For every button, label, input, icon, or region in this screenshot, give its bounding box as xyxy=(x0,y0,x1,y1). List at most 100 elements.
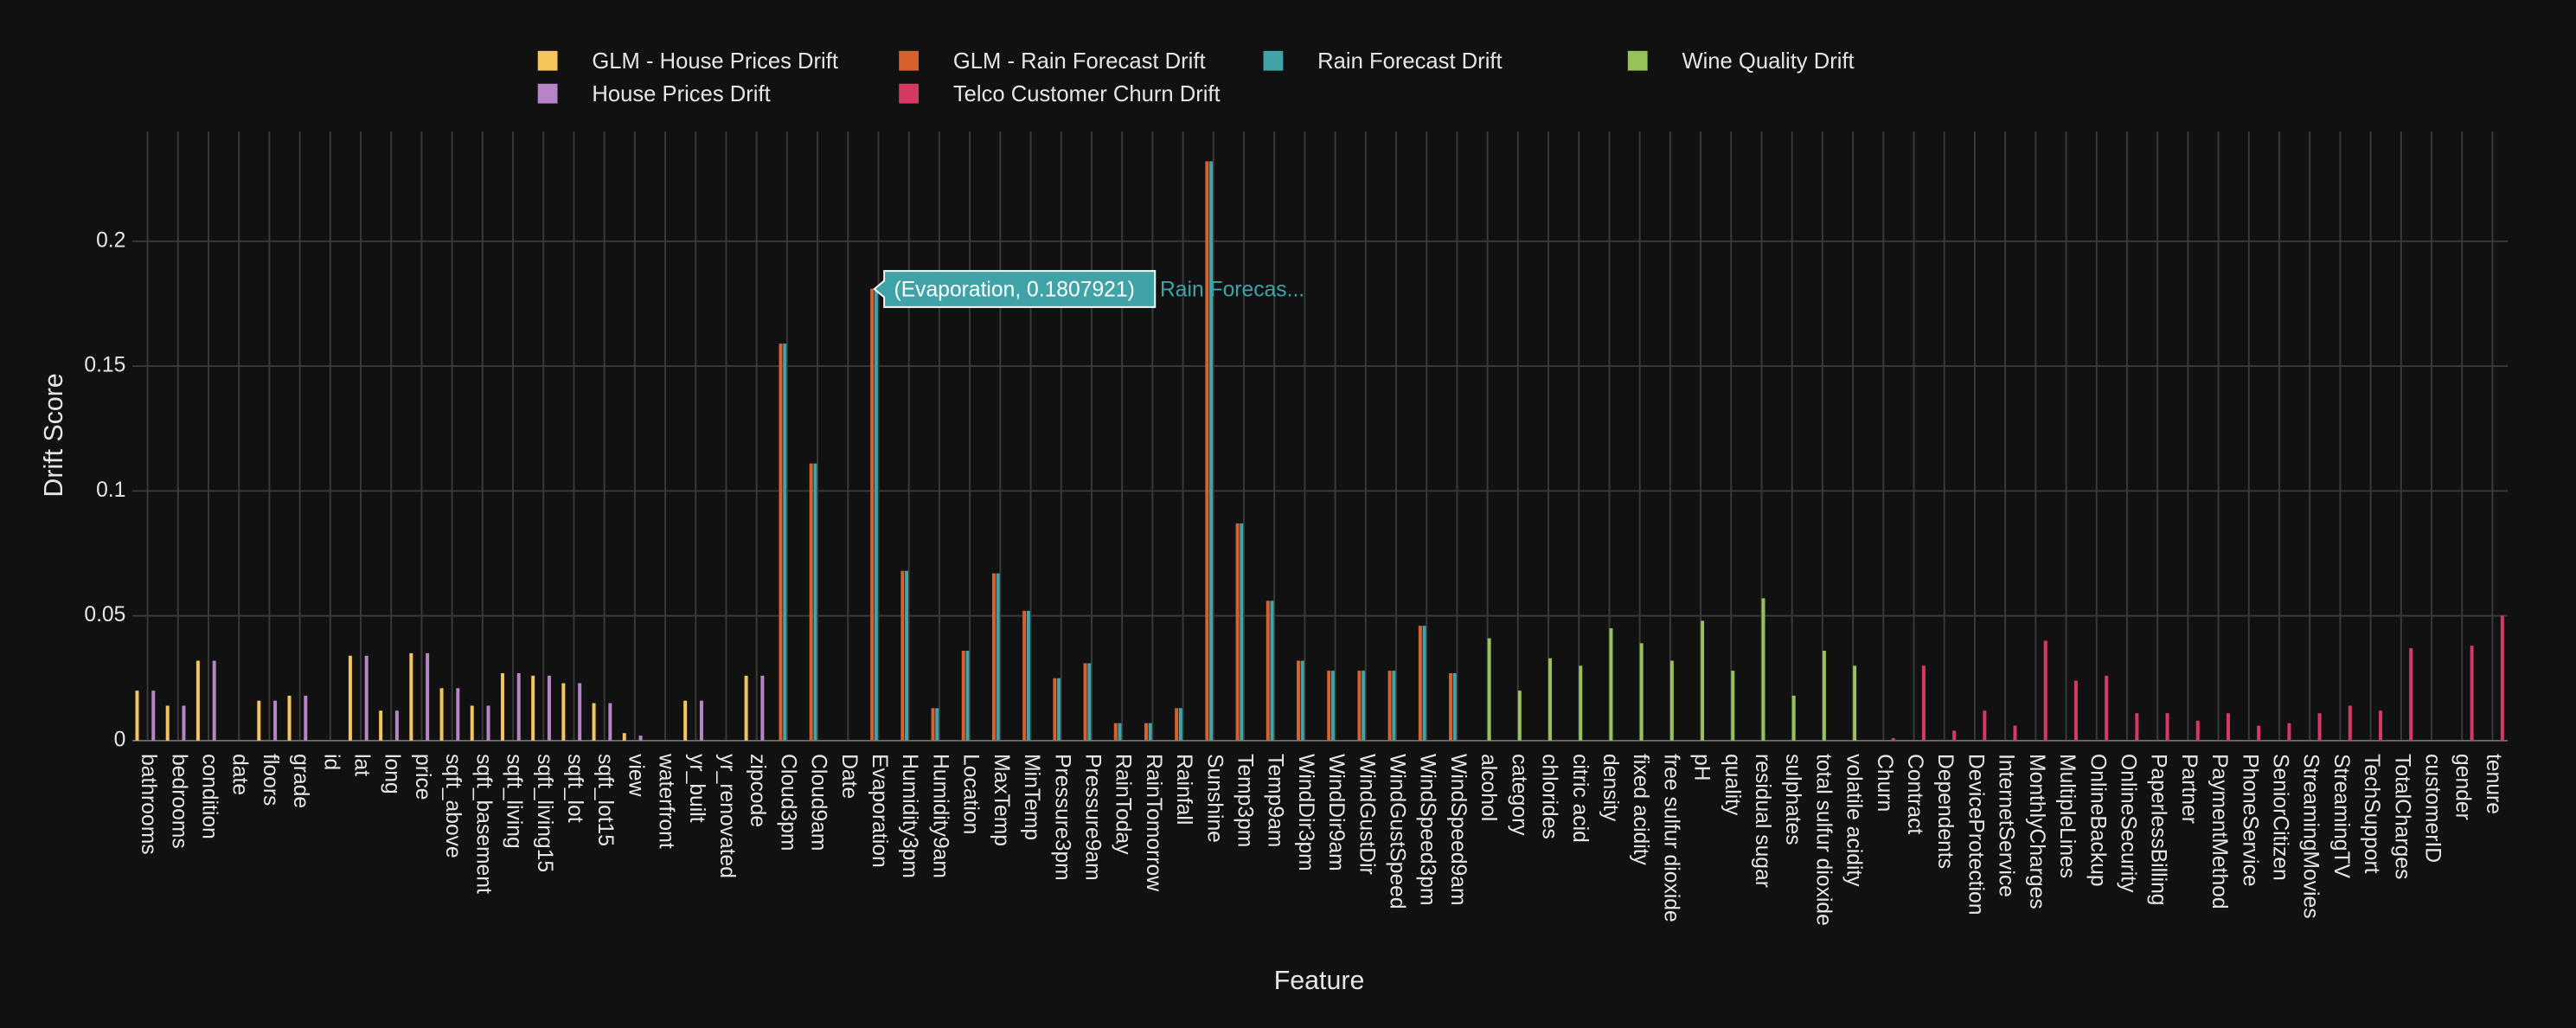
x-tick-label: grade xyxy=(289,754,312,808)
bar xyxy=(1639,643,1644,741)
bar xyxy=(1853,665,1857,741)
bar xyxy=(394,710,399,741)
x-tick-label: alcohol xyxy=(1477,754,1500,821)
x-tick-label: Temp3pm xyxy=(1233,754,1256,847)
bar xyxy=(561,683,566,741)
x-tick-label: WindDir3pm xyxy=(1294,754,1317,871)
x-tick-label: gender xyxy=(2451,754,2475,820)
x-tick-label: Date xyxy=(837,754,861,799)
x-tick-label: InternetService xyxy=(1995,754,2018,897)
bar xyxy=(439,688,444,741)
x-tick-label: condition xyxy=(197,754,221,839)
bar xyxy=(900,570,905,741)
bar xyxy=(1392,671,1396,741)
x-tick-label: RainTomorrow xyxy=(1142,754,1165,891)
x-tick-label: sqft_living xyxy=(503,754,526,849)
bar xyxy=(2500,615,2504,741)
tooltip-series: Rain Forecas... xyxy=(1160,278,1304,301)
bar xyxy=(379,710,383,741)
x-tick-label: bedrooms xyxy=(167,754,190,849)
y-tick-label: 0.15 xyxy=(84,354,125,377)
x-tick-label: Churn xyxy=(1873,754,1896,812)
bar xyxy=(1330,671,1335,741)
x-tick-label: sulphates xyxy=(1781,754,1804,845)
x-tick-label: SeniorCitizen xyxy=(2268,754,2291,881)
x-tick-label: MaxTemp xyxy=(990,754,1013,846)
x-tick-label: Temp9am xyxy=(1264,754,1287,847)
x-tick-label: zipcode xyxy=(746,754,769,827)
legend-swatch xyxy=(899,83,920,104)
bar xyxy=(699,700,703,741)
x-tick-label: waterfront xyxy=(655,753,678,849)
x-tick-label: Pressure3pm xyxy=(1050,754,1073,881)
bar xyxy=(783,344,787,741)
bar xyxy=(683,700,688,741)
x-tick-label: WindSpeed3pm xyxy=(1416,754,1439,905)
labels: bathrooms bedrooms condition date floors grad… xyxy=(84,228,2505,926)
bar xyxy=(2470,646,2474,741)
bar xyxy=(1113,723,1118,741)
bar xyxy=(2105,675,2109,741)
y-axis-title: Drift Score xyxy=(40,373,68,497)
bar xyxy=(905,570,909,741)
bar xyxy=(1057,678,1061,741)
bar xyxy=(622,733,626,741)
bar xyxy=(456,688,460,741)
x-tick-label: sqft_living15 xyxy=(533,754,556,872)
bar xyxy=(1548,658,1553,741)
x-tick-label: WindGustSpeed xyxy=(1386,754,1409,909)
x-tick-label: volatile acidity xyxy=(1842,754,1866,887)
bar xyxy=(1422,626,1426,741)
x-tick-label: Dependents xyxy=(1933,754,1957,869)
bar xyxy=(2043,640,2047,741)
y-tick-label: 0 xyxy=(114,728,126,751)
x-tick-label: citric acid xyxy=(1568,754,1592,843)
bar xyxy=(165,705,170,741)
legend-swatch xyxy=(1627,50,1648,71)
bar xyxy=(1327,671,1331,741)
y-tick-label: 0.05 xyxy=(84,603,125,626)
x-tick-label: MultipleLines xyxy=(2055,754,2079,878)
bar xyxy=(1609,628,1613,741)
x-tick-label: Humidity3pm xyxy=(898,754,921,878)
x-tick-label: StreamingTV xyxy=(2329,754,2353,878)
bar xyxy=(1579,665,1583,741)
x-tick-label: WindDir9am xyxy=(1324,754,1348,871)
bar xyxy=(1297,660,1301,741)
x-tick-label: id xyxy=(319,754,343,770)
bar xyxy=(364,655,368,741)
bar xyxy=(1148,723,1152,741)
bar xyxy=(257,700,261,741)
bar xyxy=(965,651,970,741)
bar xyxy=(1418,626,1422,741)
x-tick-label: Pressure9am xyxy=(1080,754,1104,881)
x-tick-label: WindSpeed9am xyxy=(1446,754,1470,905)
bar xyxy=(1266,601,1270,741)
x-tick-label: density xyxy=(1599,754,1622,822)
bar xyxy=(2378,710,2382,741)
bar xyxy=(2073,680,2078,741)
bar xyxy=(1921,665,1926,741)
legend-swatch xyxy=(537,83,558,104)
bar xyxy=(151,691,156,741)
x-tick-label: total sulfur dioxide xyxy=(1811,754,1835,926)
x-tick-label: pH xyxy=(1690,754,1714,781)
bar xyxy=(1669,660,1674,741)
bar xyxy=(195,660,200,741)
legend-label: Rain Forecast Drift xyxy=(1317,49,1502,74)
bar xyxy=(348,655,352,741)
y-tick-label: 0.2 xyxy=(96,228,125,252)
x-tick-label: Partner xyxy=(2177,754,2201,824)
x-tick-label: MinTemp xyxy=(1020,754,1043,840)
x-tick-label: Humidity9am xyxy=(928,754,952,878)
x-tick-label: yr_built xyxy=(685,754,708,823)
x-tick-label: Location xyxy=(959,754,983,834)
x-tick-label: lat xyxy=(350,754,374,776)
bar xyxy=(182,705,186,741)
x-tick-label: Cloud9am xyxy=(807,754,830,851)
x-tick-label: PaperlessBilling xyxy=(2147,754,2170,905)
x-tick-label: TotalCharges xyxy=(2390,754,2413,879)
x-tick-label: TechSupport xyxy=(2360,754,2383,874)
bar xyxy=(991,573,996,741)
